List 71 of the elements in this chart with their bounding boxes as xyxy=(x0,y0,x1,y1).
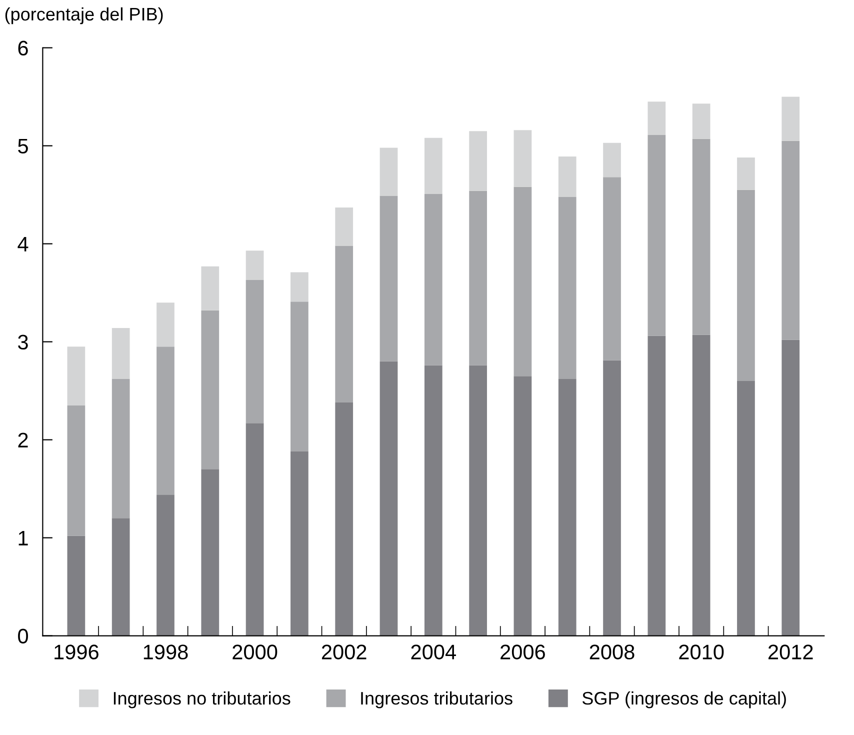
bar xyxy=(290,272,308,302)
legend-label: Ingresos tributarios xyxy=(361,691,512,708)
y-tick-label: 0 xyxy=(18,628,28,644)
bar xyxy=(424,138,442,194)
legend-label: SGP (ingresos de capital) xyxy=(582,691,786,708)
bar xyxy=(603,360,621,636)
bar xyxy=(603,177,621,360)
bar xyxy=(246,280,264,424)
bar xyxy=(246,423,264,636)
x-tick-label: 2004 xyxy=(411,644,456,660)
bar xyxy=(380,361,398,636)
x-tick-label: 2002 xyxy=(322,644,366,660)
bar xyxy=(201,266,220,310)
bar xyxy=(782,140,800,340)
bar xyxy=(558,156,576,197)
x-tick-label: 2006 xyxy=(500,644,545,660)
legend-label: Ingresos no tributarios xyxy=(114,691,290,708)
bar xyxy=(201,469,220,636)
y-tick-label: 5 xyxy=(18,138,28,154)
bar xyxy=(514,186,532,376)
bar xyxy=(156,302,174,347)
x-tick-label: 2012 xyxy=(768,644,813,660)
bar xyxy=(514,130,532,187)
x-tick-label: 1996 xyxy=(54,644,98,660)
bar xyxy=(335,208,354,246)
bar xyxy=(692,104,710,139)
bar xyxy=(67,536,86,636)
bar xyxy=(737,380,755,636)
bar xyxy=(782,340,800,636)
bar xyxy=(469,131,487,191)
bar xyxy=(603,142,621,178)
bar xyxy=(290,452,308,636)
bar xyxy=(737,190,755,381)
bar xyxy=(558,196,576,380)
bar xyxy=(692,334,710,636)
bar xyxy=(648,134,666,336)
bar xyxy=(380,148,398,196)
bar xyxy=(782,96,800,141)
x-tick-label: 2008 xyxy=(590,644,634,660)
bar xyxy=(246,250,264,280)
bar xyxy=(380,196,398,362)
bar xyxy=(558,379,576,636)
bar xyxy=(112,518,130,636)
bar xyxy=(737,158,755,190)
bar xyxy=(67,405,86,536)
bar xyxy=(514,376,532,636)
bar xyxy=(335,402,354,636)
bar xyxy=(67,346,86,406)
bar xyxy=(335,246,354,403)
y-tick-label: 3 xyxy=(18,334,28,350)
bar xyxy=(648,102,666,135)
bar xyxy=(112,379,130,518)
bar xyxy=(156,346,174,495)
bar xyxy=(156,494,174,636)
bar xyxy=(290,302,308,452)
bar xyxy=(469,190,487,366)
bar xyxy=(424,365,442,636)
y-tick-label: 6 xyxy=(18,40,28,56)
bar xyxy=(112,328,130,380)
y-axis-title: (porcentaje del PIB) xyxy=(5,7,163,24)
bar xyxy=(692,138,710,335)
bar xyxy=(469,365,487,636)
y-tick-label: 4 xyxy=(18,236,28,252)
x-tick-label: 2000 xyxy=(232,644,278,660)
x-tick-label: 2010 xyxy=(679,644,724,660)
bar xyxy=(201,310,220,470)
bar xyxy=(648,336,666,636)
y-tick-label: 2 xyxy=(18,432,28,448)
bar xyxy=(424,194,442,366)
y-tick-label: 1 xyxy=(18,530,28,546)
x-tick-label: 1998 xyxy=(144,644,188,660)
